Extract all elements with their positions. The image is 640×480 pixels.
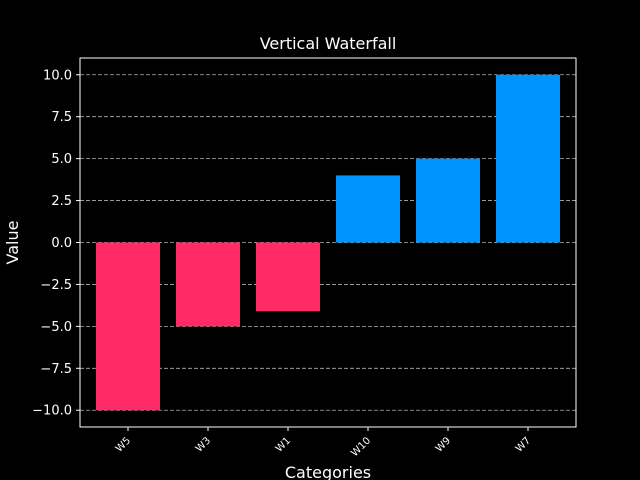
bar-w7 — [496, 74, 560, 243]
bars — [96, 74, 560, 411]
chart-title: Vertical Waterfall — [260, 34, 397, 53]
y-tick-label: −5.0 — [40, 320, 72, 335]
bar-w10 — [336, 175, 400, 243]
y-tick-label: 5.0 — [51, 152, 72, 167]
y-axis-ticks: −10.0 −7.5 −5.0 −2.5 0.0 2.5 5.0 7.5 10.0 — [32, 68, 80, 419]
y-tick-label: −2.5 — [40, 278, 72, 293]
bar-w9 — [416, 158, 480, 243]
grid-lines — [80, 74, 576, 411]
y-tick-label: −7.5 — [40, 362, 72, 377]
bar-w5 — [96, 242, 160, 411]
y-tick-label: −10.0 — [32, 404, 72, 419]
y-axis-label: Value — [3, 221, 22, 265]
y-tick-label: 7.5 — [51, 110, 72, 125]
y-tick-label: 10.0 — [43, 68, 72, 83]
bar-w1 — [256, 242, 320, 312]
y-tick-label: 2.5 — [51, 194, 72, 209]
y-tick-label: 0.0 — [51, 236, 72, 251]
bar-w3 — [176, 242, 240, 327]
x-axis-label: Categories — [285, 463, 371, 480]
